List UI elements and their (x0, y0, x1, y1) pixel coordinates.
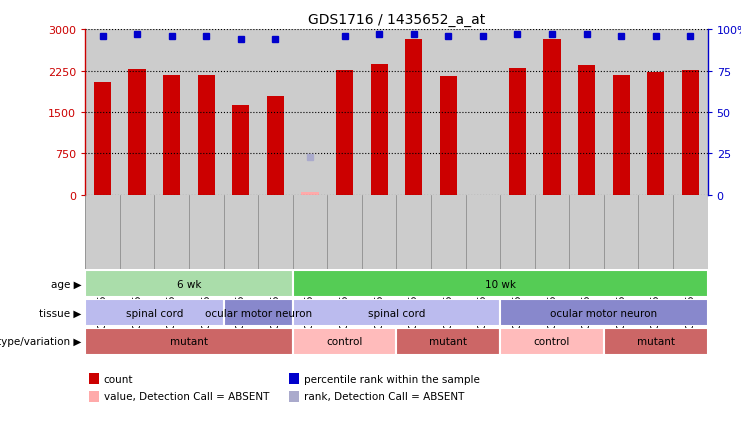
Bar (543, 40, 561, 195)
Bar (302, 193, 319, 195)
Text: percentile rank within the sample: percentile rank within the sample (304, 374, 479, 384)
Bar (405, 40, 422, 195)
Text: rank, Detection Call = ABSENT: rank, Detection Call = ABSENT (304, 391, 464, 401)
Text: spinal cord: spinal cord (126, 308, 183, 318)
Text: mutant: mutant (429, 337, 468, 346)
Bar (94, 82, 111, 195)
Title: GDS1716 / 1435652_a_at: GDS1716 / 1435652_a_at (308, 13, 485, 26)
Bar (396, 328, 500, 355)
Text: genotype/variation ▶: genotype/variation ▶ (0, 337, 82, 346)
Text: ocular motor neuron: ocular motor neuron (551, 308, 657, 318)
Bar (224, 299, 293, 326)
Text: 6 wk: 6 wk (176, 279, 202, 289)
Bar (647, 73, 665, 195)
Bar (500, 328, 604, 355)
Text: ocular motor neuron: ocular motor neuron (205, 308, 312, 318)
Bar (293, 328, 396, 355)
Bar (163, 76, 180, 195)
Text: mutant: mutant (637, 337, 675, 346)
Bar (500, 299, 708, 326)
Bar (293, 299, 500, 326)
Bar (613, 76, 630, 195)
Bar (578, 66, 595, 195)
Text: count: count (104, 374, 133, 384)
Bar (439, 77, 457, 195)
Bar (85, 299, 224, 326)
Bar (85, 328, 293, 355)
Bar (604, 328, 708, 355)
Bar (509, 69, 526, 195)
Bar (370, 65, 388, 195)
Bar (267, 96, 284, 195)
Text: tissue ▶: tissue ▶ (39, 308, 82, 318)
Bar (128, 70, 146, 195)
Bar (232, 106, 250, 195)
Text: value, Detection Call = ABSENT: value, Detection Call = ABSENT (104, 391, 269, 401)
Text: spinal cord: spinal cord (368, 308, 425, 318)
Bar (336, 70, 353, 195)
Bar (293, 271, 708, 298)
Bar (85, 271, 293, 298)
Text: 10 wk: 10 wk (485, 279, 516, 289)
Text: control: control (326, 337, 363, 346)
Bar (198, 76, 215, 195)
Text: mutant: mutant (170, 337, 208, 346)
Text: age ▶: age ▶ (51, 279, 82, 289)
Bar (682, 70, 699, 195)
Text: control: control (534, 337, 571, 346)
